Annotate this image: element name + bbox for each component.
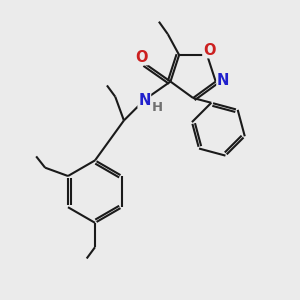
Text: H: H xyxy=(152,101,163,114)
Text: O: O xyxy=(136,50,148,64)
Text: N: N xyxy=(217,73,229,88)
Text: O: O xyxy=(203,43,215,58)
Text: N: N xyxy=(138,93,151,108)
